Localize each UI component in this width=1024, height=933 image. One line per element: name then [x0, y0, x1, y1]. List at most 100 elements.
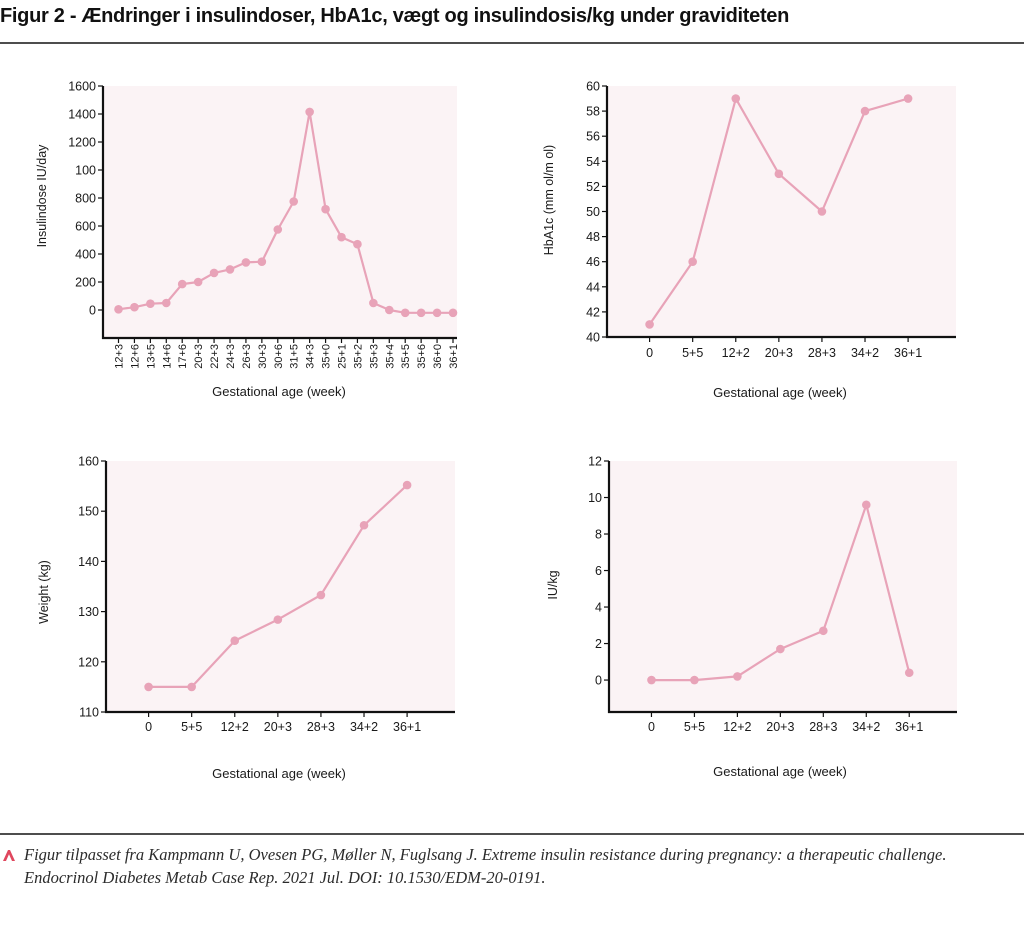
data-point: [257, 257, 267, 267]
data-point: [130, 302, 139, 312]
y-axis-label: IU/kg: [546, 570, 560, 599]
chart-weight: 110 120 130 140 150 160 0 5+5 12+2 20+3 28+3 34+2 36…: [37, 455, 455, 781]
y-tick-label: 60: [586, 80, 600, 94]
x-tick-label: 12+3: [114, 344, 126, 369]
x-tick-label: 28+3: [809, 720, 837, 734]
caret-up-icon: [3, 848, 15, 861]
x-tick-label: 5+5: [684, 720, 705, 734]
data-point: [273, 225, 283, 234]
x-tick-label: 13+5: [145, 344, 157, 369]
top-divider: [0, 42, 1024, 44]
data-point: [305, 107, 314, 117]
data-point: [384, 305, 394, 315]
caption-line: Endocrinol Diabetes Metab Case Rep. 2021…: [24, 868, 546, 887]
x-tick-label: 35+0: [321, 344, 333, 369]
y-tick-label: 140: [78, 555, 99, 569]
data-point: [337, 232, 346, 242]
y-tick-label: 400: [75, 248, 96, 262]
x-tick-label: 35+2: [352, 344, 364, 369]
x-tick-label: 12+2: [221, 720, 249, 734]
data-point: [230, 636, 240, 646]
x-tick-label: 35+5: [400, 344, 412, 369]
data-point: [402, 480, 412, 490]
y-tick-label: 48: [586, 230, 600, 244]
y-tick-label: 100: [75, 164, 96, 178]
x-tick-label: 26+3: [241, 344, 253, 369]
series-line: [118, 110, 453, 314]
data-point: [289, 197, 299, 206]
data-point: [819, 626, 828, 636]
x-tick-label: 20+3: [765, 346, 793, 360]
y-tick-label: 1600: [68, 80, 96, 94]
y-tick-label: 56: [586, 130, 600, 144]
plot-area: [106, 461, 455, 712]
y-tick-label: 8: [595, 528, 602, 542]
data-point: [114, 305, 123, 314]
data-point: [187, 682, 196, 692]
y-tick-label: 12: [588, 455, 602, 469]
x-tick-label: 34+2: [851, 346, 879, 360]
data-point: [904, 668, 914, 678]
x-tick-label: 35+4: [384, 344, 396, 369]
y-tick-label: 130: [78, 605, 99, 619]
data-point: [193, 277, 203, 287]
y-tick-label: 44: [586, 280, 600, 294]
y-axis-label: Weight (kg): [37, 560, 51, 624]
plot-area: [103, 86, 457, 338]
x-tick-label: 31+5: [289, 344, 301, 369]
x-tick-label: 35+3: [368, 344, 380, 369]
chart-insulin-dose: 0 200 400 600 800 100 1200 1400 1600 12+3 12+6 13+5…: [35, 80, 460, 400]
y-tick-label: 200: [75, 276, 96, 290]
x-tick-label: 25+1: [337, 344, 349, 369]
x-tick-label: 12+2: [723, 720, 751, 734]
data-point: [369, 298, 378, 308]
y-tick-label: 110: [79, 706, 99, 720]
data-point: [400, 308, 410, 318]
y-tick-label: 150: [78, 505, 99, 519]
caption-line: Figur tilpasset fra Kampmann U, Ovesen P…: [24, 845, 947, 864]
x-tick-label: 14+6: [161, 344, 173, 369]
data-point: [860, 106, 870, 116]
x-tick-label: 0: [646, 346, 653, 360]
y-tick-label: 6: [595, 564, 602, 578]
x-tick-label: 5+5: [181, 720, 202, 734]
y-tick-label: 2: [595, 637, 602, 651]
figure-title: Figur 2 - Ændringer i insulindoser, HbA1…: [0, 5, 790, 27]
data-point: [690, 675, 699, 685]
x-tick-label: 36+1: [448, 344, 460, 369]
x-tick-label: 36+0: [432, 344, 444, 369]
bottom-divider: [0, 833, 1024, 835]
y-tick-label: 46: [586, 255, 600, 269]
x-tick-label: 28+3: [808, 346, 836, 360]
data-point: [903, 94, 913, 103]
data-point: [321, 204, 330, 214]
data-point: [432, 308, 442, 318]
data-point: [161, 298, 171, 308]
y-tick-label: 0: [595, 674, 602, 688]
x-tick-label: 12+6: [129, 344, 141, 369]
x-tick-label: 20+3: [193, 344, 205, 369]
data-point: [146, 299, 155, 309]
y-tick-label: 50: [586, 205, 600, 219]
x-tick-label: 28+3: [307, 720, 335, 734]
x-tick-label: 24+3: [225, 344, 237, 369]
x-tick-label: 34+3: [305, 344, 317, 369]
y-tick-label: 120: [78, 655, 99, 669]
y-tick-label: 1400: [68, 108, 96, 122]
x-tick-label: 36+1: [895, 720, 923, 734]
y-tick-label: 54: [586, 155, 600, 169]
x-tick-label: 30+3: [257, 344, 269, 369]
x-tick-label: 17+6: [177, 344, 189, 369]
data-point: [316, 590, 326, 600]
data-point: [209, 268, 219, 278]
data-point: [817, 207, 827, 216]
x-tick-label: 0: [648, 720, 655, 734]
y-tick-label: 58: [586, 105, 600, 119]
plot-area: [609, 461, 957, 712]
x-tick-label: 5+5: [682, 346, 703, 360]
data-point: [273, 615, 283, 624]
y-tick-label: 52: [586, 180, 600, 194]
data-point: [177, 279, 187, 289]
data-point: [241, 258, 251, 267]
